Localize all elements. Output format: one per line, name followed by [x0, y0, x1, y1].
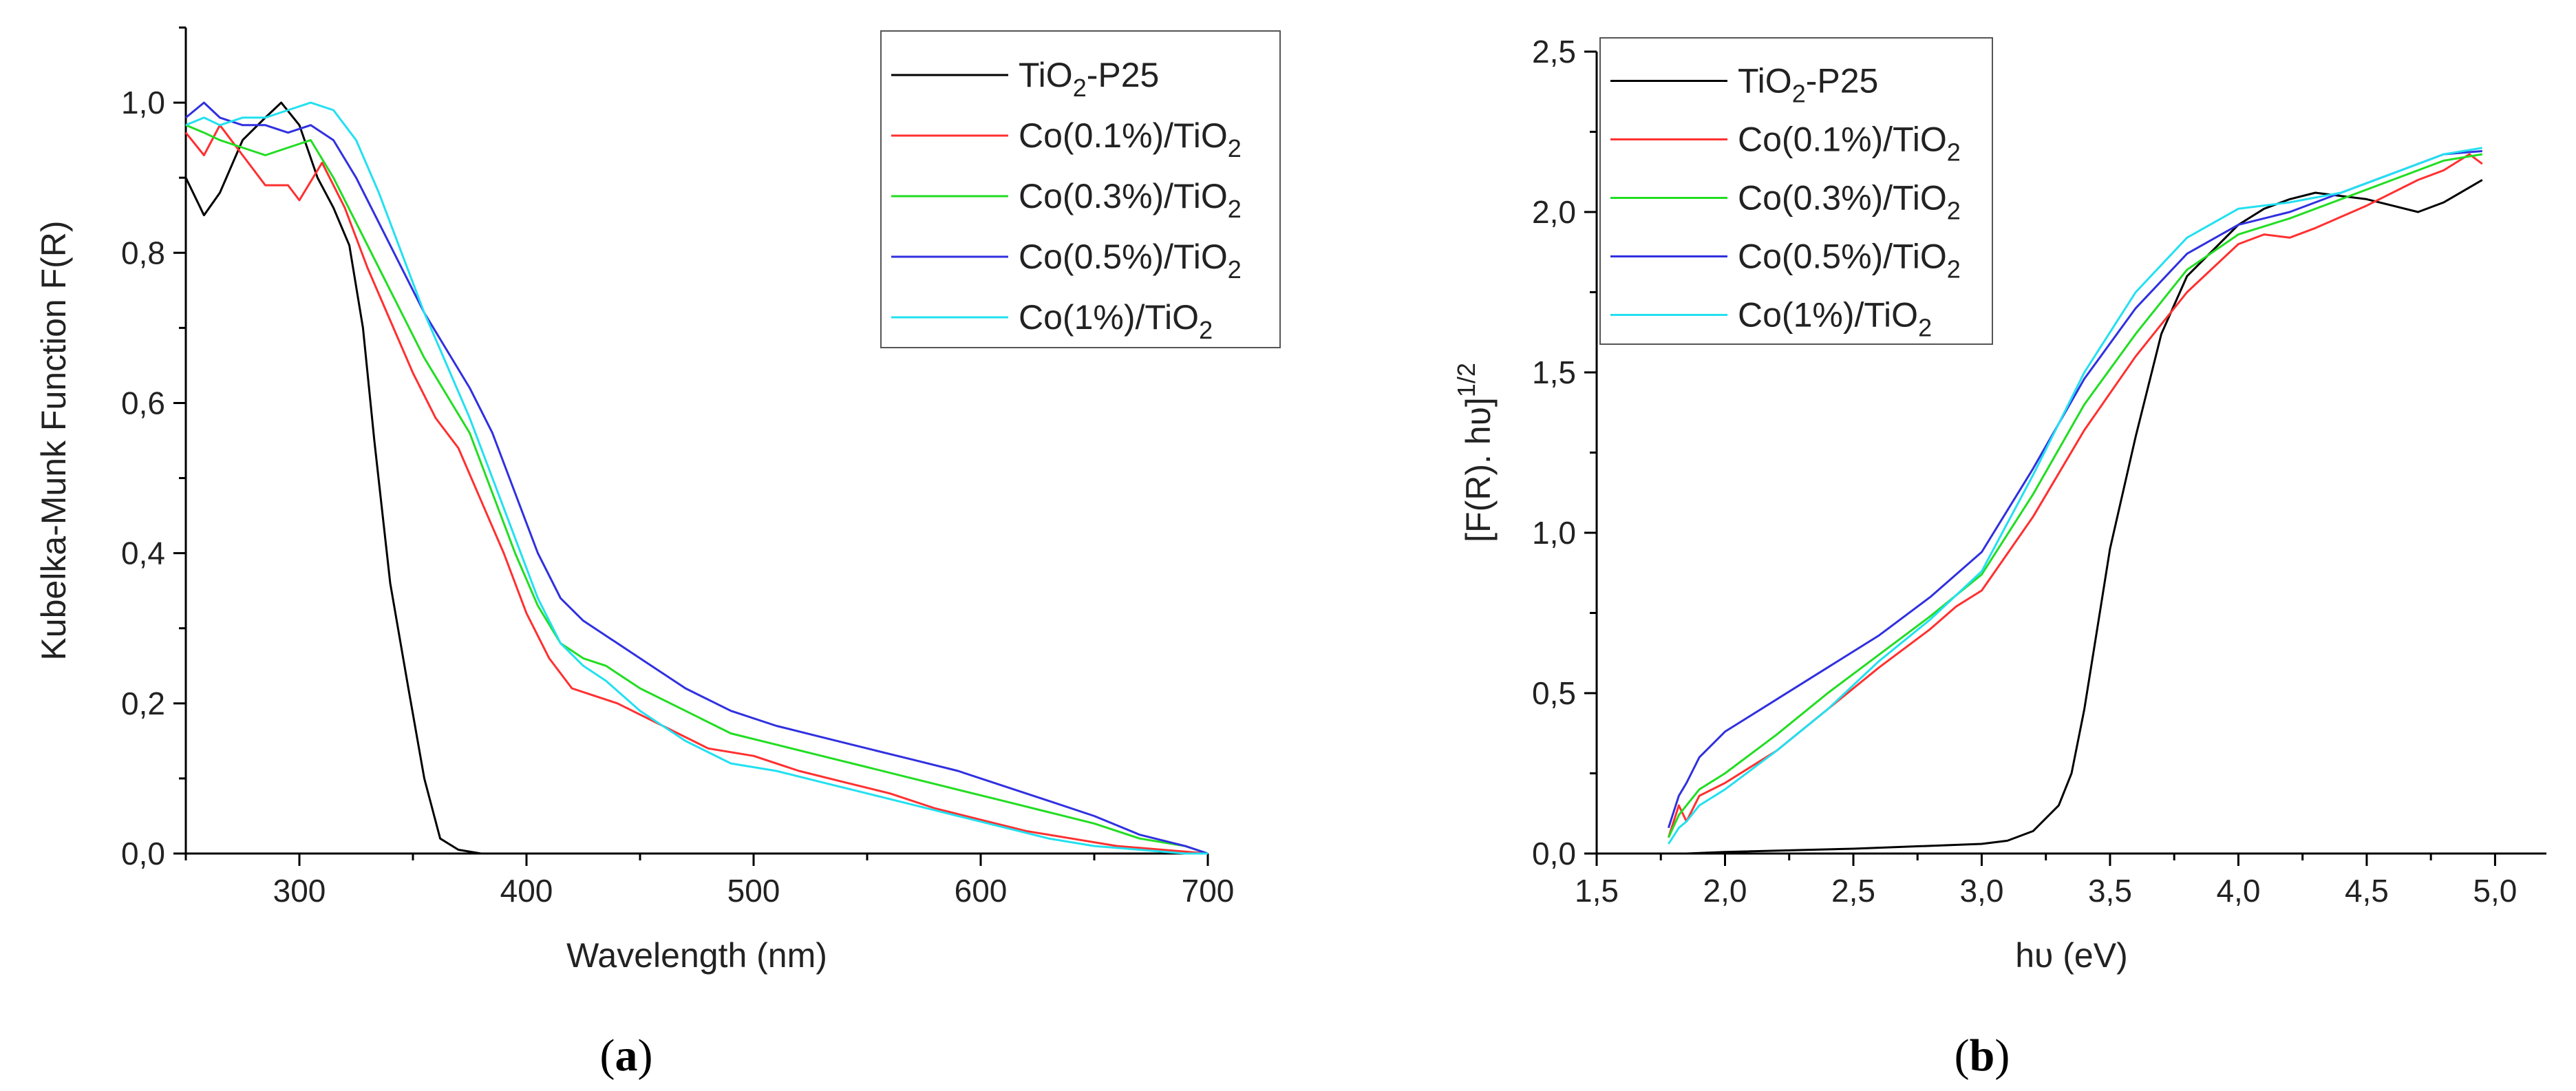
y-axis-title-text: Kubelka-Munk Function F(R) — [34, 220, 73, 660]
y-axis-title-text: [F(R). hυ] — [1459, 397, 1498, 542]
legend-entry-subscript: 2 — [1947, 197, 1961, 225]
x-tick-label: 300 — [273, 873, 326, 909]
legend-entry-text: Co(0.1%)/TiO — [1738, 120, 1947, 159]
legend: TiO2-P25Co(0.1%)/TiO2Co(0.3%)/TiO2Co(0.5… — [1599, 37, 1993, 345]
legend-entry-2: Co(0.3%)/TiO2 — [1019, 177, 1242, 223]
legend-entry-subscript: 2 — [1228, 195, 1242, 223]
x-tick-label: 1,5 — [1575, 873, 1619, 909]
legend-entry-text: Co(0.3%)/TiO — [1738, 179, 1947, 218]
x-tick-label: 2,5 — [1831, 873, 1875, 909]
legend-entry-text: Co(1%)/TiO — [1738, 296, 1918, 335]
legend-entry-subscript: 2 — [1199, 316, 1213, 344]
legend-entry-text: Co(0.1%)/TiO — [1019, 116, 1228, 155]
x-tick-label: 4,0 — [2216, 873, 2260, 909]
legend-entry-2: Co(0.3%)/TiO2 — [1738, 179, 1961, 225]
legend: TiO2-P25Co(0.1%)/TiO2Co(0.3%)/TiO2Co(0.5… — [880, 30, 1281, 348]
y-tick-label: 0,8 — [121, 235, 165, 271]
y-tick-label: 2,5 — [1532, 34, 1576, 70]
series-line-0 — [184, 101, 482, 855]
x-tick-label: 2,0 — [1703, 873, 1747, 909]
panel-label: (b) — [1955, 1030, 2010, 1081]
legend-entry-4: Co(1%)/TiO2 — [1738, 296, 1932, 342]
series-line-1 — [1667, 153, 2483, 838]
legend-entry-3: Co(0.5%)/TiO2 — [1019, 237, 1242, 284]
y-tick-label: 1,0 — [121, 85, 165, 120]
panel-label-close: ) — [638, 1030, 653, 1081]
legend-entry-subscript: 2 — [1947, 255, 1961, 284]
y-tick-label: 0,4 — [121, 536, 165, 571]
legend-entry-text: Co(1%)/TiO — [1019, 298, 1199, 337]
y-tick-label: 2,0 — [1532, 194, 1576, 230]
panel-label-letter: a — [615, 1030, 638, 1081]
series-line-2 — [185, 124, 1209, 855]
legend-entry-0: TiO2-P25 — [1019, 56, 1159, 102]
legend-entry-subscript: 2 — [1792, 80, 1806, 108]
legend-entry-0: TiO2-P25 — [1738, 62, 1878, 108]
legend-entry-subscript: 2 — [1073, 74, 1087, 102]
x-tick-label: 4,5 — [2345, 873, 2389, 909]
panel-label-close: ) — [1994, 1030, 2010, 1081]
series-line-2 — [1668, 153, 2483, 838]
y-axis-title-superscript: 1/2 — [1452, 363, 1480, 397]
y-tick-label: 0,2 — [121, 686, 165, 721]
legend-entry-tail: -P25 — [1087, 56, 1160, 94]
legend-entry-subscript: 2 — [1228, 255, 1242, 284]
chart-panel-b: 1,5 2,0 2,5 3,0 3,5 4,0 4,5 5,0 0,0 0,5 1,0 1,5 2,0 2… — [1452, 34, 2546, 1081]
y-axis-title: [F(R). hυ]1/2 — [1452, 363, 1498, 542]
panel-label-open: ( — [1955, 1030, 1970, 1081]
series-line-3 — [185, 101, 1209, 855]
series-line-1 — [184, 124, 1209, 855]
x-tick-label: 3,0 — [1959, 873, 2003, 909]
y-tick-label: 0,5 — [1532, 675, 1576, 711]
legend-entry-subscript: 2 — [1918, 314, 1932, 342]
legend-entry-text: Co(0.5%)/TiO — [1738, 237, 1947, 276]
y-axis-title: Kubelka-Munk Function F(R) — [34, 220, 73, 660]
x-tick-label: 5,0 — [2473, 873, 2517, 909]
legend-entry-text: Co(0.3%)/TiO — [1019, 177, 1228, 215]
y-tick-label: 1,5 — [1532, 354, 1576, 390]
series-line-4 — [1668, 147, 2483, 845]
panel-label: (a) — [600, 1030, 653, 1081]
y-tick-label: 0,0 — [1532, 836, 1576, 871]
y-tick-label: 1,0 — [1532, 515, 1576, 551]
legend-entry-4: Co(1%)/TiO2 — [1019, 298, 1213, 344]
chart-panel-a: 300 400 500 600 700 0,0 0,2 0,4 0,6 0,8 1,0 Wavelen… — [34, 26, 1281, 1081]
x-tick-label: 400 — [500, 873, 553, 909]
legend-entry-tail: -P25 — [1806, 62, 1879, 100]
legend-entry-text: TiO — [1738, 62, 1792, 100]
legend-entry-text: Co(0.5%)/TiO — [1019, 237, 1228, 276]
x-axis-title: hυ (eV) — [2015, 936, 2128, 975]
x-tick-label: 3,5 — [2088, 873, 2132, 909]
series-line-0 — [1686, 179, 2483, 855]
legend-box — [880, 30, 1281, 348]
legend-entry-1: Co(0.1%)/TiO2 — [1738, 120, 1961, 167]
legend-box — [1599, 37, 1993, 345]
series-line-4 — [185, 101, 1208, 855]
legend-entry-text: TiO — [1019, 56, 1073, 94]
x-axis-title: Wavelength (nm) — [566, 936, 827, 975]
legend-entry-subscript: 2 — [1947, 138, 1961, 167]
legend-entry-subscript: 2 — [1228, 134, 1242, 162]
series-line-3 — [1667, 150, 2482, 829]
y-tick-label: 0,0 — [121, 836, 165, 871]
x-tick-label: 500 — [727, 873, 780, 909]
x-tick-label: 600 — [955, 873, 1008, 909]
legend-entry-1: Co(0.1%)/TiO2 — [1019, 116, 1242, 162]
legend-entry-3: Co(0.5%)/TiO2 — [1738, 237, 1961, 284]
panel-label-open: ( — [600, 1030, 615, 1081]
x-tick-label: 700 — [1182, 873, 1235, 909]
panel-label-letter: b — [1970, 1030, 1995, 1081]
y-tick-label: 0,6 — [121, 385, 165, 421]
